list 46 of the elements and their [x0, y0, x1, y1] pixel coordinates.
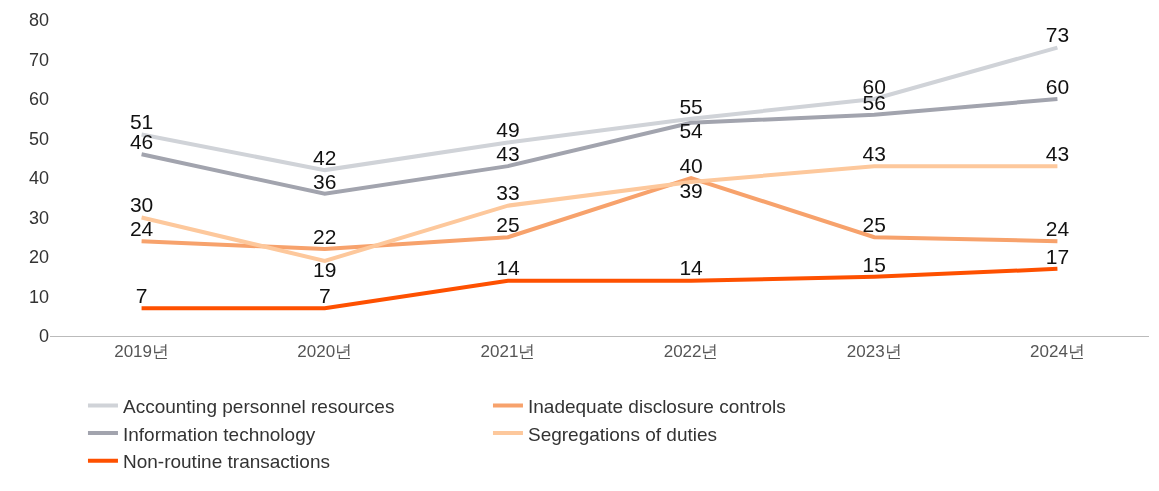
data-label: 54 — [679, 119, 704, 143]
data-label: 14 — [679, 256, 704, 280]
data-label: 30 — [129, 193, 154, 217]
data-label: 36 — [313, 169, 337, 193]
data-label: 19 — [313, 257, 337, 281]
data-label: 14 — [496, 256, 520, 280]
legend-label: Non-routine transactions — [122, 451, 330, 473]
y-tick-label: 50 — [28, 128, 49, 149]
x-tick-label: 2020년 — [297, 342, 353, 362]
legend-label: Segregations of duties — [527, 423, 718, 445]
data-label: 7 — [318, 284, 331, 308]
legend-label: Information technology — [122, 423, 316, 445]
data-label: 39 — [679, 178, 703, 202]
data-label: 7 — [135, 284, 148, 308]
y-tick-label: 40 — [28, 168, 49, 189]
legend-label: Accounting personnel resources — [122, 395, 395, 417]
x-tick-label: 2024년 — [1030, 342, 1085, 362]
y-tick-label: 10 — [28, 286, 49, 307]
data-label: 17 — [1045, 244, 1070, 268]
x-tick-label: 2019년 — [114, 342, 169, 362]
y-tick-label: 70 — [28, 49, 49, 70]
y-tick-label: 20 — [28, 247, 49, 268]
data-label: 42 — [313, 145, 337, 169]
data-label: 15 — [862, 252, 886, 276]
data-label: 33 — [496, 181, 520, 205]
data-label: 24 — [129, 216, 154, 240]
data-label: 22 — [313, 224, 337, 248]
data-label: 40 — [679, 153, 703, 177]
data-label: 25 — [496, 213, 520, 236]
data-label: 60 — [1045, 74, 1070, 98]
y-tick-label: 80 — [28, 10, 49, 31]
data-label: 43 — [1045, 141, 1070, 165]
x-tick-label: 2022년 — [663, 342, 719, 362]
data-label: 43 — [496, 141, 520, 165]
y-tick-label: 30 — [28, 207, 49, 228]
y-tick-label: 60 — [28, 89, 49, 110]
x-tick-label: 2021년 — [480, 342, 536, 362]
data-label: 25 — [862, 213, 886, 236]
legend-label: Inadequate disclosure controls — [527, 395, 786, 417]
data-label: 49 — [496, 118, 520, 142]
data-label: 73 — [1045, 23, 1070, 47]
data-label: 43 — [862, 141, 886, 165]
y-tick-label: 0 — [38, 326, 49, 347]
data-label: 24 — [1045, 216, 1070, 240]
data-label: 55 — [679, 94, 703, 118]
x-tick-label: 2023년 — [846, 342, 902, 362]
